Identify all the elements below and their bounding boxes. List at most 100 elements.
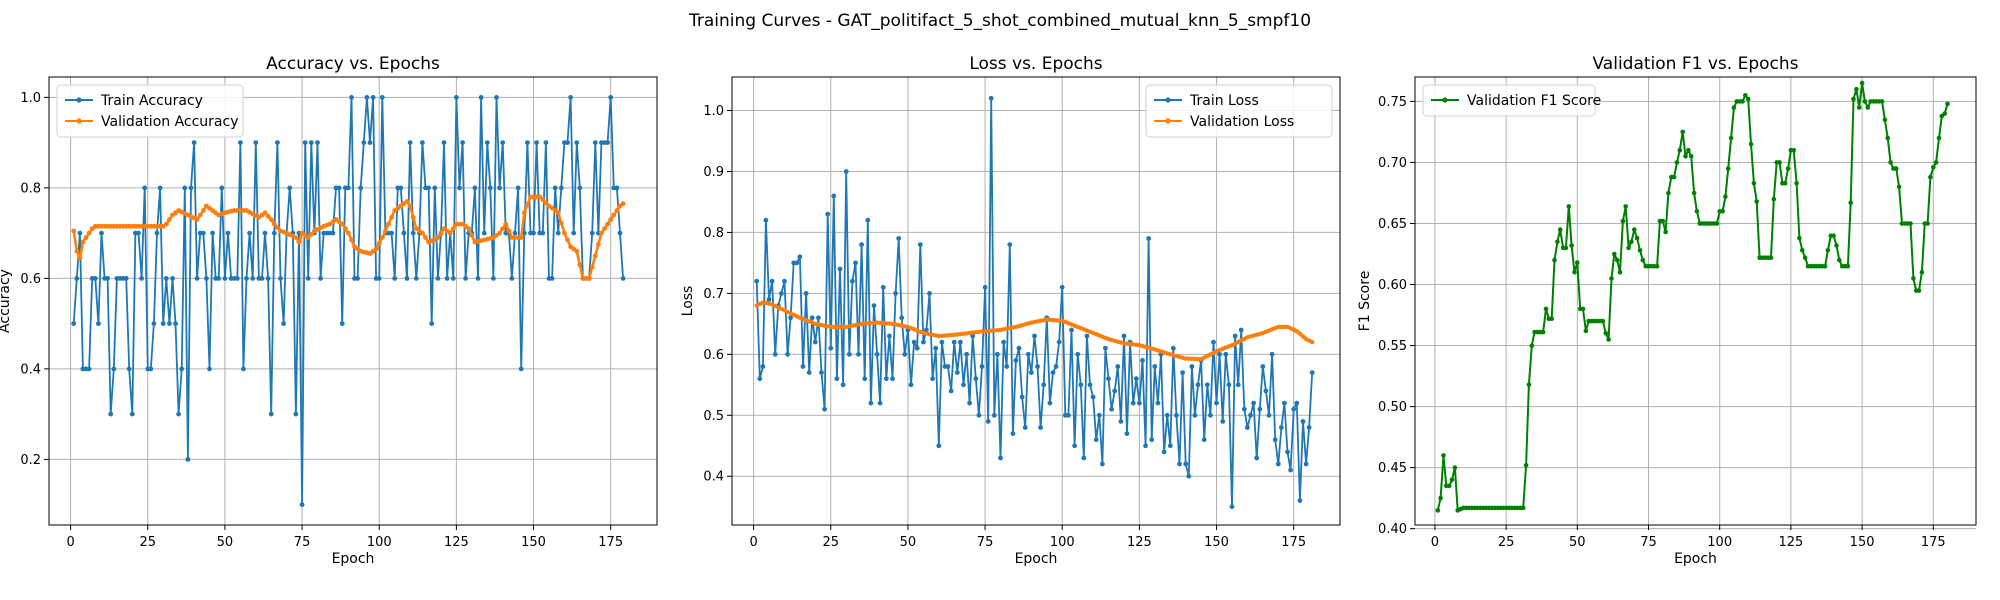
- y-tick-label: 0.70: [1378, 156, 1407, 171]
- data-point: [413, 276, 419, 281]
- legend-marker: [1165, 97, 1171, 103]
- data-point: [389, 230, 394, 236]
- x-tick-label: 100: [1050, 535, 1075, 550]
- data-point: [259, 276, 265, 281]
- data-point: [1572, 270, 1577, 275]
- series-line: [1436, 82, 1949, 512]
- data-point: [432, 185, 438, 191]
- data-point: [1654, 263, 1660, 269]
- data-point: [1936, 135, 1942, 141]
- x-tick-label: 25: [1498, 535, 1515, 550]
- y-tick-label: 0.8: [20, 181, 41, 196]
- data-point: [1933, 160, 1939, 165]
- data-point: [1282, 400, 1287, 406]
- data-point: [865, 217, 871, 223]
- data-point: [887, 333, 892, 339]
- data-point: [1634, 235, 1640, 241]
- data-point: [589, 230, 595, 236]
- data-point: [1725, 166, 1731, 171]
- data-point: [1446, 483, 1452, 489]
- data-point: [1167, 443, 1173, 449]
- data-point: [401, 230, 407, 236]
- data-point: [951, 339, 957, 345]
- data-point: [404, 199, 410, 204]
- data-point: [176, 411, 182, 417]
- x-tick-label: 0: [66, 535, 74, 550]
- data-point: [188, 185, 194, 191]
- data-point: [521, 210, 527, 216]
- data-point: [565, 140, 570, 146]
- data-point: [1115, 364, 1121, 369]
- data-point: [1161, 449, 1167, 455]
- data-point: [1106, 376, 1111, 382]
- data-point: [185, 457, 191, 462]
- data-point: [305, 276, 311, 281]
- data-point: [1072, 443, 1077, 449]
- legend-box: [1422, 84, 1596, 117]
- data-point: [1183, 356, 1188, 361]
- data-point: [71, 228, 77, 234]
- data-point: [1851, 96, 1856, 102]
- data-point: [1109, 406, 1114, 412]
- data-point: [1600, 318, 1606, 324]
- data-point: [1241, 406, 1247, 412]
- y-tick-label: 0.40: [1378, 522, 1407, 537]
- data-point: [1620, 218, 1626, 224]
- data-point: [1183, 461, 1189, 467]
- data-point: [1663, 229, 1668, 235]
- data-point: [1520, 505, 1526, 511]
- data-point: [803, 291, 809, 296]
- data-point: [1888, 160, 1893, 165]
- data-point: [1303, 461, 1309, 467]
- data-point: [1294, 400, 1300, 406]
- x-tick-label: 75: [977, 535, 994, 550]
- data-point: [1217, 351, 1222, 357]
- data-point: [244, 276, 249, 281]
- data-point: [99, 230, 104, 236]
- data-point: [1087, 382, 1093, 388]
- series-1: [1435, 80, 1950, 513]
- data-point: [83, 235, 89, 241]
- data-point: [537, 194, 543, 200]
- data-point: [995, 351, 1000, 357]
- data-point: [86, 230, 92, 236]
- data-point: [1211, 339, 1216, 345]
- data-point: [788, 315, 793, 321]
- data-point: [207, 366, 212, 372]
- data-point: [379, 95, 385, 100]
- data-point: [837, 266, 843, 272]
- data-point: [435, 276, 441, 281]
- x-tick-label: 0: [1431, 535, 1439, 550]
- data-point: [1549, 316, 1554, 322]
- data-point: [330, 230, 336, 236]
- data-point: [518, 235, 524, 241]
- data-point: [1694, 209, 1700, 214]
- data-point: [602, 226, 607, 232]
- data-point: [1683, 154, 1688, 159]
- data-point: [447, 230, 453, 236]
- data-point: [831, 324, 836, 330]
- data-point: [450, 226, 456, 232]
- data-point: [1859, 80, 1865, 86]
- data-point: [1680, 129, 1685, 135]
- data-point: [1552, 257, 1557, 263]
- data-point: [163, 221, 169, 227]
- data-point: [930, 376, 935, 382]
- data-point: [1523, 462, 1529, 468]
- data-point: [367, 140, 373, 146]
- data-point: [275, 225, 280, 230]
- data-point: [991, 412, 997, 418]
- data-point: [1740, 99, 1745, 104]
- data-point: [1925, 221, 1930, 226]
- data-point: [562, 230, 567, 236]
- legend-box: [56, 84, 244, 138]
- data-point: [1837, 257, 1842, 263]
- data-point: [611, 212, 617, 218]
- data-point: [948, 388, 954, 394]
- data-point: [837, 324, 843, 330]
- data-point: [1294, 329, 1300, 334]
- data-point: [503, 221, 509, 227]
- data-point: [1723, 194, 1728, 199]
- data-point: [108, 411, 114, 417]
